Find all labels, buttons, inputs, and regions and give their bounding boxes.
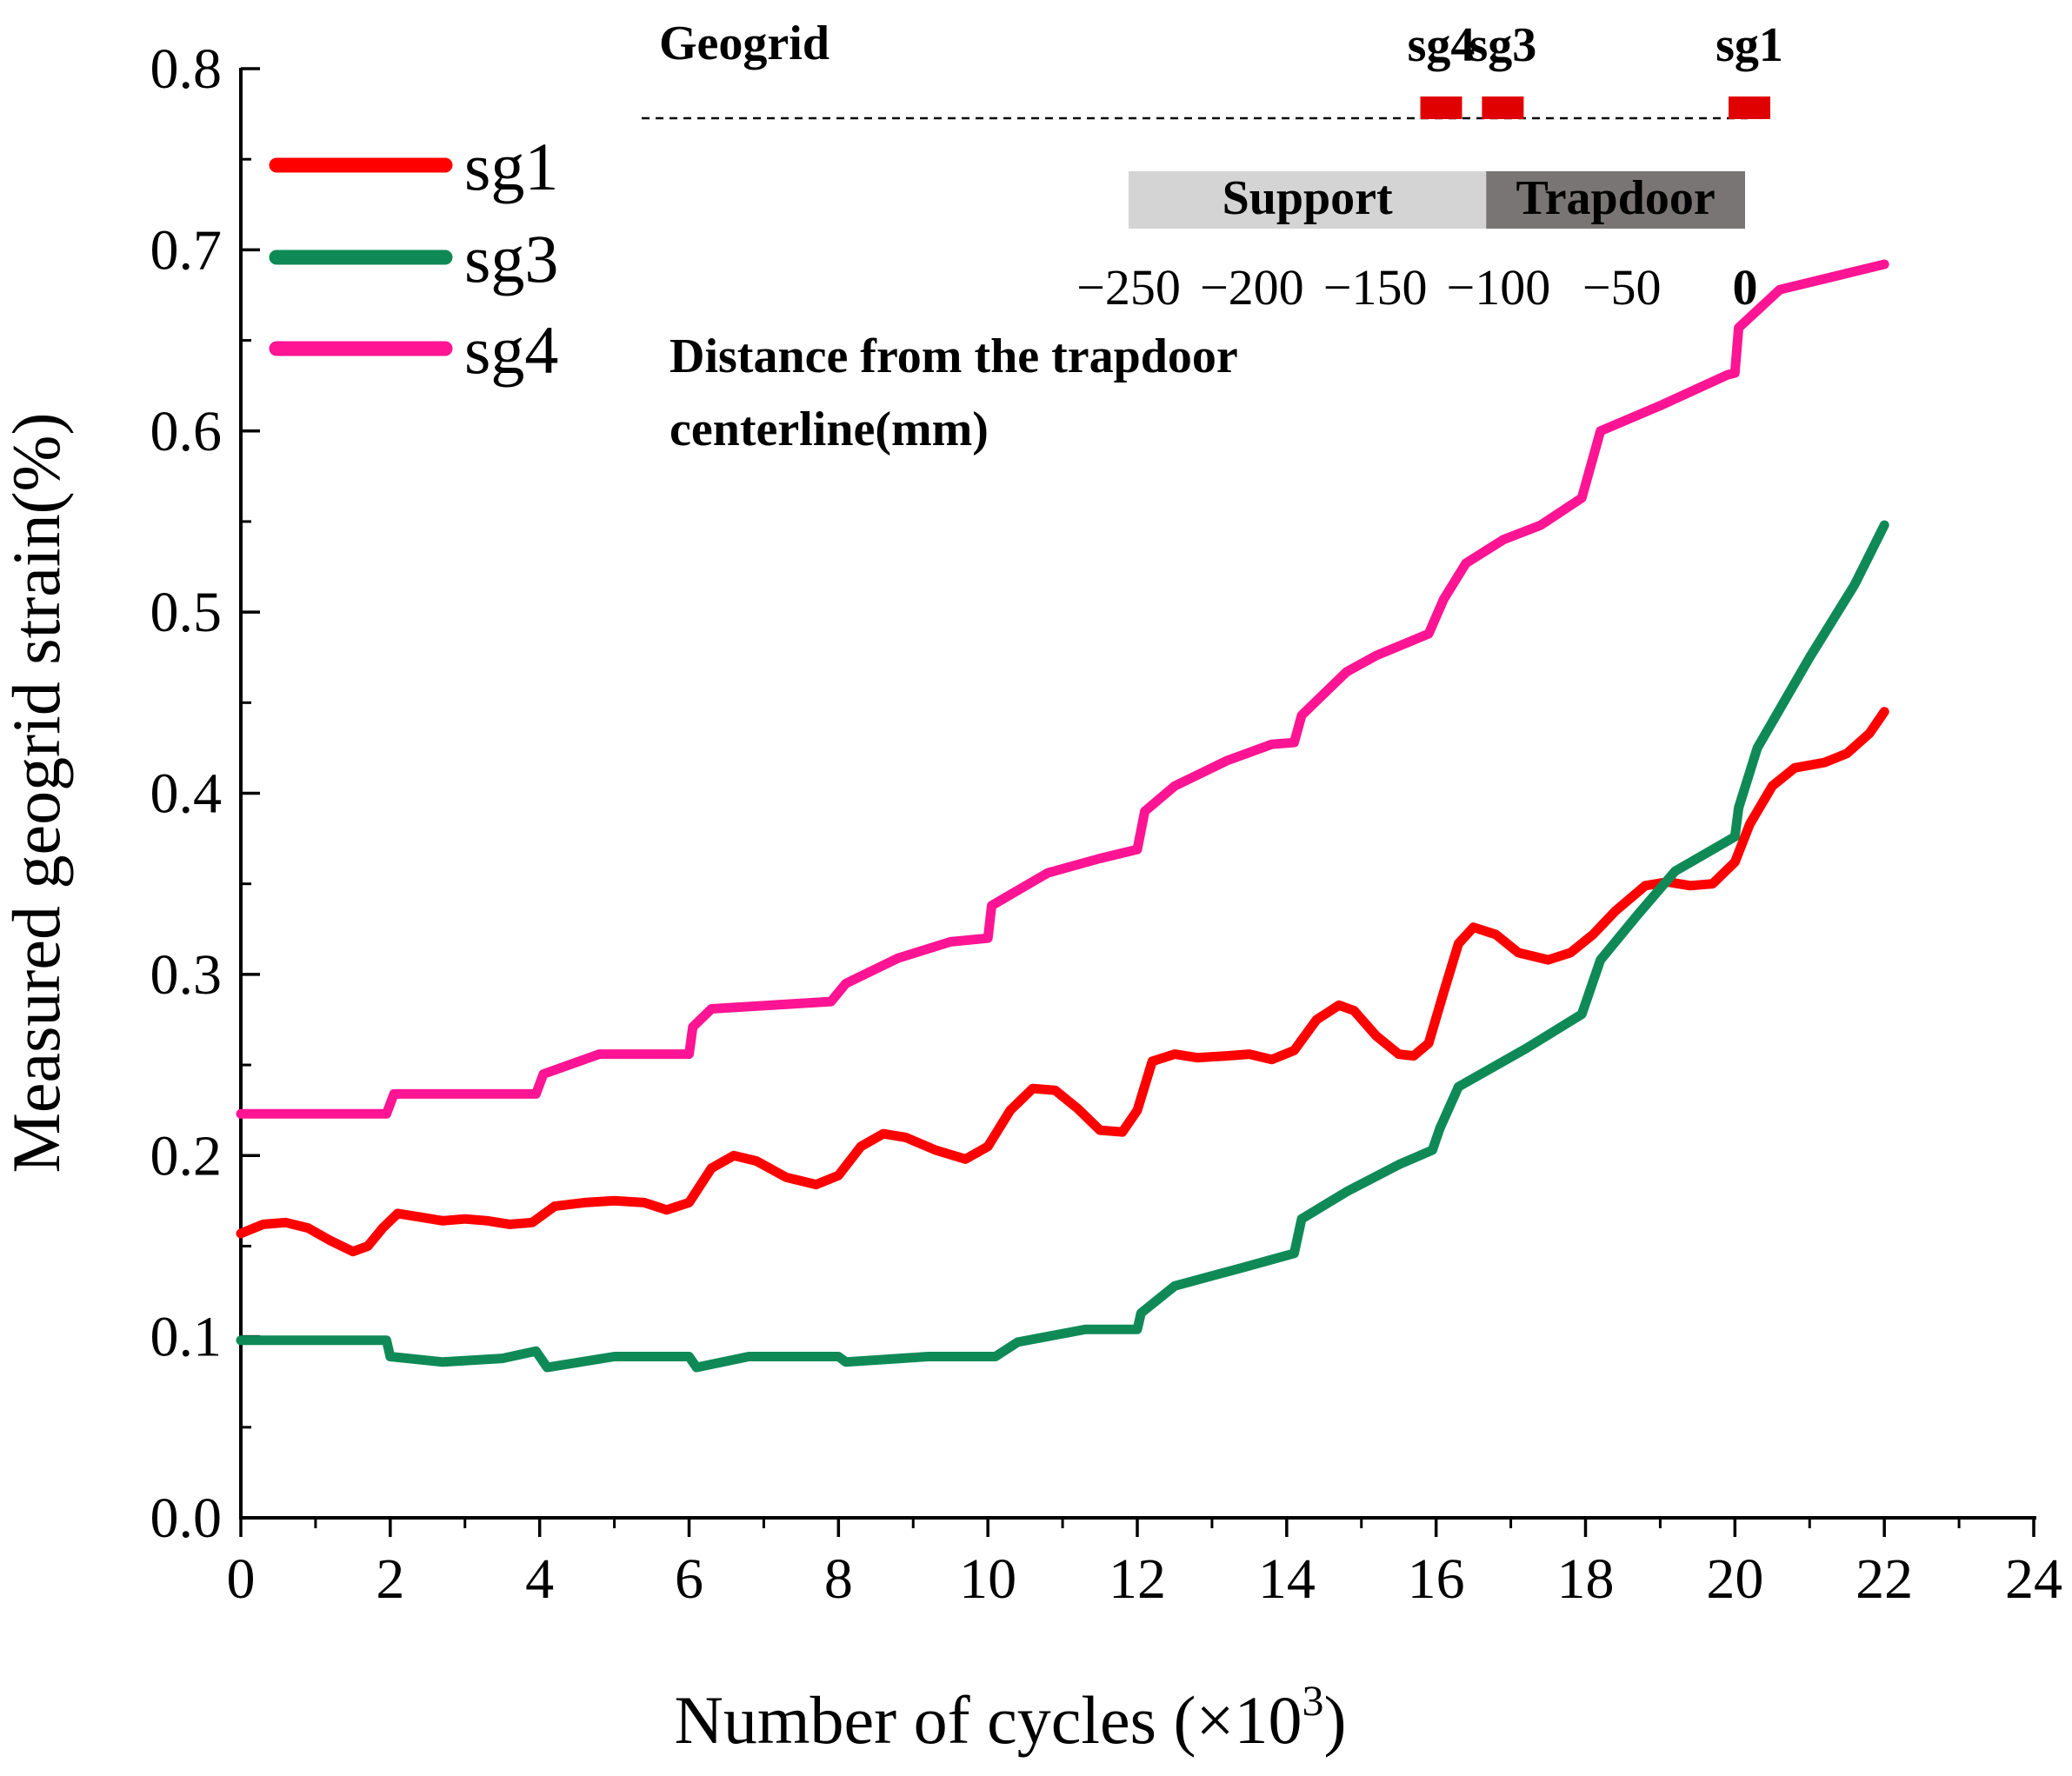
inset-trapdoor-label: Trapdoor: [1516, 171, 1716, 225]
y-tick-label: 0.8: [150, 37, 223, 101]
legend: sg1 sg3 sg4: [269, 129, 558, 388]
y-tick-label: 0.7: [150, 218, 223, 282]
series-group: [236, 259, 1889, 1373]
legend-label-sg1: sg1: [464, 129, 558, 204]
inset-tick-label: 0: [1733, 259, 1758, 316]
series-line-sg1: [236, 707, 1889, 1257]
y-tick-label: 0.5: [150, 581, 223, 644]
x-tick-label: 4: [525, 1547, 554, 1611]
x-tick-label: 16: [1408, 1547, 1465, 1611]
x-axis-title-exponent: 3: [1302, 1676, 1323, 1725]
y-tick-label: 0.1: [150, 1306, 223, 1369]
x-tick-label: 8: [824, 1547, 853, 1611]
x-axis-title-close: ): [1323, 1682, 1346, 1758]
x-tick-label: 22: [1855, 1547, 1913, 1611]
x-tick-label: 20: [1706, 1547, 1763, 1611]
inset-ticks: −250 −200 −150 −100 −50 0: [1076, 259, 1757, 316]
inset-distance-label-line1: Distance from the trapdoor: [670, 329, 1238, 383]
inset-trapdoor-bar: [1486, 171, 1745, 229]
inset-gauge-label-sg1: sg1: [1716, 18, 1783, 72]
inset-distance-label-line2: centerline(mm): [670, 402, 989, 456]
x-tick-label: 24: [2005, 1547, 2062, 1611]
y-tick-label: 0.3: [150, 943, 223, 1007]
x-axis-title-main: Number of cycles (×10: [675, 1682, 1302, 1758]
y-tick-label: 0.4: [150, 762, 223, 826]
y-tick-label: 0.6: [150, 400, 223, 463]
inset-gauge-label-sg4: sg4: [1408, 18, 1476, 72]
x-tick-label: 6: [675, 1547, 703, 1611]
inset-geogrid-label: Geogrid: [659, 17, 829, 70]
inset-tick-label: −200: [1200, 259, 1304, 316]
inset-tick-label: −150: [1323, 259, 1428, 316]
x-tick-label: 18: [1557, 1547, 1615, 1611]
inset-support-label: Support: [1223, 171, 1393, 225]
series-line-sg3: [236, 520, 1889, 1373]
inset-gauge-label-sg3: sg3: [1469, 18, 1537, 72]
x-tick-label: 12: [1109, 1547, 1166, 1611]
y-tick-label: 0.0: [150, 1487, 223, 1550]
inset-gauge-sg1: [1729, 96, 1770, 119]
inset-tick-label: −50: [1582, 259, 1662, 316]
x-axis-title: Number of cycles (×103): [675, 1676, 1347, 1758]
y-tick-label: 0.2: [150, 1124, 223, 1187]
legend-label-sg3: sg3: [464, 221, 558, 296]
y-ticks: 0.0 0.1 0.2 0.3 0.4 0.5 0.6 0.7 0.8: [150, 37, 260, 1550]
x-tick-label: 2: [376, 1547, 404, 1611]
x-tick-label: 0: [227, 1547, 256, 1611]
inset-gauge-sg4: [1420, 96, 1462, 119]
inset-gauge-sg3: [1482, 96, 1524, 119]
inset-support-bar: [1129, 171, 1487, 229]
legend-label-sg4: sg4: [464, 312, 558, 388]
x-tick-label: 10: [959, 1547, 1016, 1611]
x-tick-label: 14: [1258, 1547, 1316, 1611]
series-line-sg4: [236, 259, 1889, 1119]
inset-tick-label: −250: [1076, 259, 1181, 316]
inset-tick-label: −100: [1447, 259, 1551, 316]
y-axis-title: Measured geogrid strain(%): [0, 412, 74, 1173]
x-ticks: 0 2 4 6 8 10 12 14 16 18 20 22 24: [227, 1518, 2062, 1611]
